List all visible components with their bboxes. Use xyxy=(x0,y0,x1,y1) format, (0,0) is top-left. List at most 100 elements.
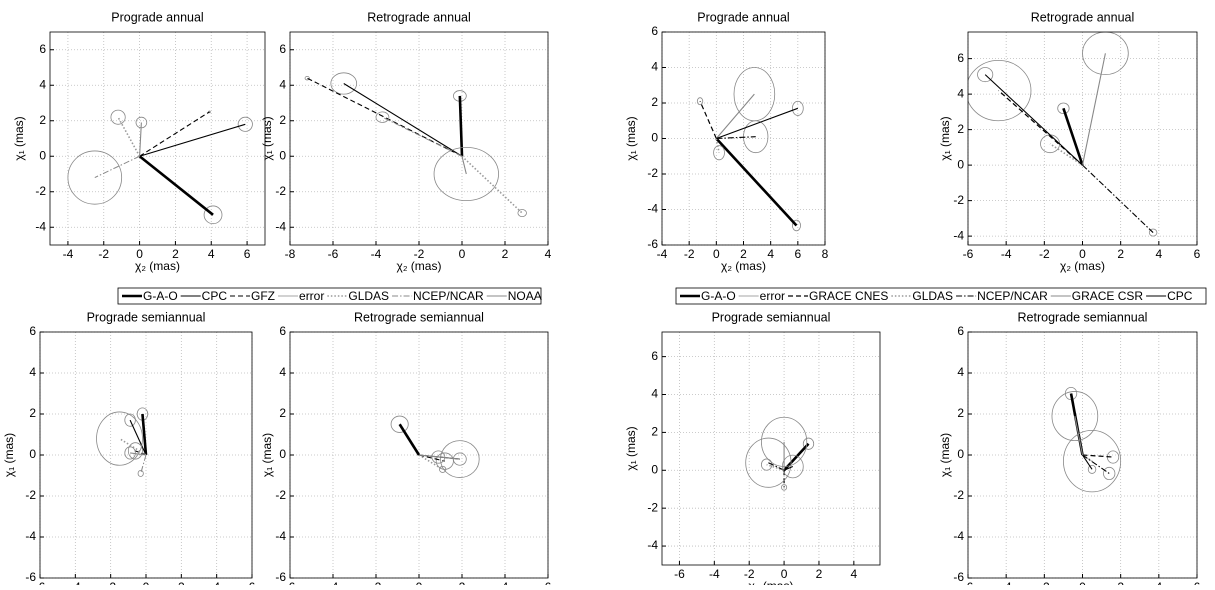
plot-data xyxy=(390,415,480,478)
vector xyxy=(1074,415,1084,456)
error-circle xyxy=(237,116,253,132)
error-circle xyxy=(1087,464,1097,474)
x-axis-label: χ₂ (mas) xyxy=(721,259,766,273)
x-tick-label: -2 xyxy=(371,580,382,585)
x-tick-label: -2 xyxy=(1039,247,1050,261)
x-tick-label: 2 xyxy=(1117,247,1124,261)
error-circle xyxy=(137,469,144,477)
x-tick-label: -4 xyxy=(1001,247,1012,261)
error-circle xyxy=(968,60,1032,122)
legend-label: NCEP/NCAR xyxy=(977,289,1048,303)
y-tick-label: -4 xyxy=(953,529,964,543)
y-tick-label: -4 xyxy=(953,228,964,242)
x-tick-label: 2 xyxy=(172,247,179,261)
x-tick-label: -4 xyxy=(709,567,720,581)
error-circle xyxy=(375,111,390,123)
legend-label: G-A-O xyxy=(701,289,736,303)
y-tick-label: 4 xyxy=(279,365,286,379)
plot-data xyxy=(1051,386,1122,493)
error-circle xyxy=(791,100,804,116)
vector xyxy=(458,95,464,157)
vector xyxy=(1082,454,1093,470)
plot-data xyxy=(304,72,527,217)
x-tick-label: -4 xyxy=(657,247,668,261)
error-circle xyxy=(802,437,815,450)
vector xyxy=(716,107,799,140)
error-circle xyxy=(1103,466,1116,481)
error-circle xyxy=(1051,391,1099,442)
vector xyxy=(139,123,246,157)
y-axis-label: χ₁ (mas) xyxy=(260,116,274,160)
y-tick-label: -4 xyxy=(647,202,658,216)
y-tick-label: 6 xyxy=(957,51,964,65)
error-circle xyxy=(1082,32,1129,75)
y-tick-label: 2 xyxy=(651,425,658,439)
error-circle xyxy=(124,446,136,460)
legend-label: G-A-O xyxy=(143,289,178,303)
x-tick-label: 2 xyxy=(740,247,747,261)
vector xyxy=(418,454,445,462)
y-tick-label: 2 xyxy=(957,122,964,136)
subplot-title: Prograde annual xyxy=(111,10,203,24)
y-axis-label: χ₁ (mas) xyxy=(624,426,638,470)
error-circle xyxy=(781,484,788,491)
vector xyxy=(1082,454,1114,458)
x-axis-label: χ₂ (mas) xyxy=(397,259,442,273)
axes-frame xyxy=(967,31,1198,246)
y-tick-label: -6 xyxy=(25,570,36,584)
x-tick-label: 6 xyxy=(244,247,251,261)
x-tick-label: -2 xyxy=(414,247,425,261)
y-tick-label: -2 xyxy=(25,488,36,502)
error-circle xyxy=(304,75,310,81)
error-circle xyxy=(713,145,725,161)
plot-data xyxy=(67,109,253,225)
legend-box xyxy=(117,287,542,305)
y-tick-label: 6 xyxy=(29,324,36,338)
y-tick-label: 0 xyxy=(957,447,964,461)
x-tick-label: 2 xyxy=(178,580,185,585)
vector xyxy=(1081,53,1106,166)
y-tick-label: 2 xyxy=(29,406,36,420)
error-circle xyxy=(517,209,527,217)
x-tick-label: 0 xyxy=(143,580,150,585)
subplot: -6 -4 -2 0 2 4 6 -6 -4 -2 0 2 4 6 Prograde semiannual χ… xyxy=(2,310,255,590)
y-tick-label: 2 xyxy=(279,113,286,127)
y-tick-label: -2 xyxy=(647,500,658,514)
x-tick-label: 4 xyxy=(545,247,552,261)
y-tick-label: 4 xyxy=(651,60,658,74)
y-tick-label: -6 xyxy=(275,570,286,584)
error-circle xyxy=(390,415,409,433)
x-tick-label: 4 xyxy=(767,247,774,261)
vector xyxy=(984,74,1083,166)
legend-label: NCEP/NCAR xyxy=(413,289,484,303)
vector xyxy=(140,454,147,474)
subplot: -6 -4 -2 0 2 4 6 -4 -2 0 2 4 6 Retrograde annual χ₂ (m… xyxy=(938,10,1200,273)
x-tick-label: -6 xyxy=(963,580,974,585)
vector xyxy=(461,156,467,175)
subplot: -4 -2 0 2 4 6 -4 -2 0 2 4 6 Prograde annual χ₂ (mas) χ… xyxy=(12,10,266,273)
y-tick-label: 6 xyxy=(651,24,658,38)
x-tick-label: 2 xyxy=(1117,580,1124,585)
subplot-title: Prograde semiannual xyxy=(87,310,206,324)
x-tick-label: -4 xyxy=(328,580,339,585)
x-tick-label: -6 xyxy=(35,580,46,585)
vector xyxy=(130,452,147,456)
y-tick-label: 0 xyxy=(279,148,286,162)
plot-data xyxy=(968,32,1158,237)
x-tick-label: -4 xyxy=(371,247,382,261)
x-tick-label: -4 xyxy=(70,580,81,585)
subplot-title: Retrograde semiannual xyxy=(1018,310,1148,324)
vector xyxy=(117,116,141,157)
x-tick-label: 2 xyxy=(459,580,466,585)
vector xyxy=(766,463,785,472)
y-tick-label: 4 xyxy=(39,77,46,91)
x-tick-label: 0 xyxy=(713,247,720,261)
x-tick-label: 0 xyxy=(781,567,788,581)
axes-frame xyxy=(661,31,826,246)
legend-box xyxy=(675,287,1207,305)
error-circle xyxy=(96,411,143,466)
y-axis-label: χ₁ (mas) xyxy=(938,433,952,477)
error-circle xyxy=(1148,228,1158,237)
y-tick-label: -2 xyxy=(953,193,964,207)
vector xyxy=(398,423,421,456)
